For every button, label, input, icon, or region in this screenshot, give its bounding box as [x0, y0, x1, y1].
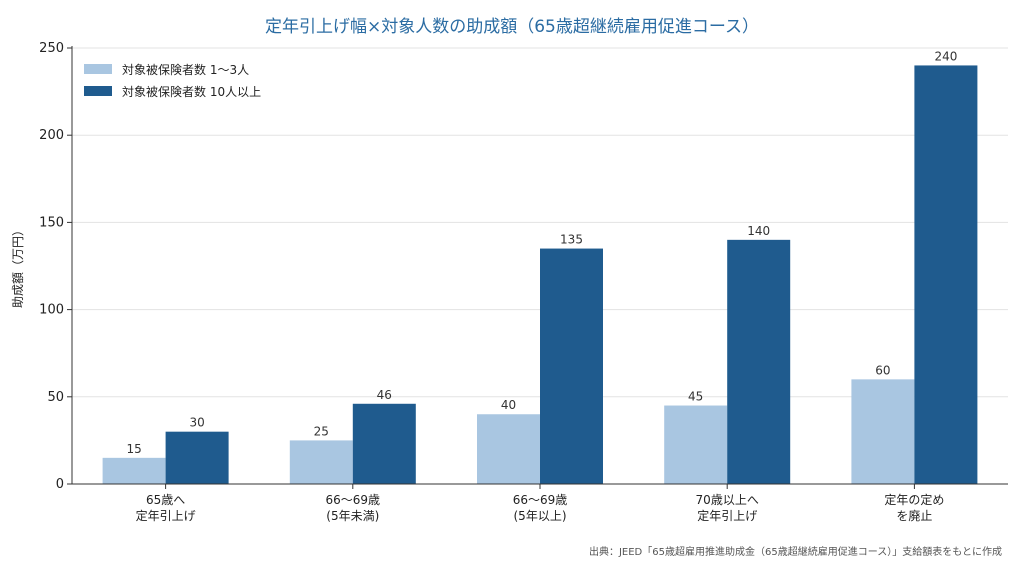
data-label: 15	[126, 442, 141, 456]
y-tick-label: 250	[39, 41, 64, 56]
chart-title: 定年引上げ幅×対象人数の助成額（65歳超継続雇用促進コース）	[264, 17, 760, 37]
data-label: 46	[377, 388, 392, 402]
x-tick-label: 定年引上げ	[697, 508, 757, 523]
bar	[352, 403, 416, 484]
x-tick-label: (5年以上)	[514, 509, 567, 523]
y-tick-label: 50	[47, 390, 64, 405]
legend-swatch	[84, 86, 112, 96]
x-tick-label: 66〜69歳	[513, 493, 568, 507]
x-tick-label: (5年未満)	[326, 509, 379, 523]
bar	[727, 239, 791, 484]
data-label: 25	[314, 424, 329, 438]
x-tick-label: 70歳以上へ	[696, 493, 759, 507]
data-label: 240	[934, 49, 957, 63]
y-axis-label: 助成額（万円）	[11, 224, 25, 308]
legend-label: 対象被保険者数 10人以上	[122, 84, 261, 99]
bar	[165, 431, 229, 484]
data-label: 135	[560, 233, 583, 247]
data-label: 140	[747, 224, 770, 238]
x-tick-label: 定年の定め	[884, 492, 944, 507]
y-tick-label: 100	[39, 303, 64, 318]
bar	[477, 414, 540, 484]
y-tick-label: 150	[39, 215, 64, 230]
bar	[540, 248, 603, 484]
data-label: 40	[501, 398, 516, 412]
axes: 050100150200250助成額（万円）65歳へ定年引上げ66〜69歳(5年…	[11, 41, 1008, 523]
x-tick-label: 65歳へ	[146, 493, 185, 507]
bar	[289, 440, 353, 484]
data-label: 60	[875, 363, 890, 377]
bars	[102, 65, 978, 484]
x-tick-label: 66〜69歳	[326, 493, 381, 507]
x-tick-label: を廃止	[896, 508, 932, 523]
legend-swatch	[84, 64, 112, 74]
bar	[914, 65, 978, 484]
data-label: 45	[688, 390, 703, 404]
data-label: 30	[189, 416, 204, 430]
bar	[664, 405, 728, 484]
x-tick-label: 定年引上げ	[136, 508, 196, 523]
legend-label: 対象被保険者数 1〜3人	[122, 62, 249, 77]
source-note: 出典：JEED「65歳超雇用推進助成金（65歳超継続雇用促進コース）」支給額表を…	[588, 547, 1002, 558]
bar	[851, 379, 915, 484]
y-tick-label: 200	[39, 128, 64, 143]
bar	[102, 457, 166, 484]
y-tick-label: 0	[56, 477, 64, 492]
data-labels: 15 30 25 46 40 135 45 140 60 240	[126, 49, 957, 455]
